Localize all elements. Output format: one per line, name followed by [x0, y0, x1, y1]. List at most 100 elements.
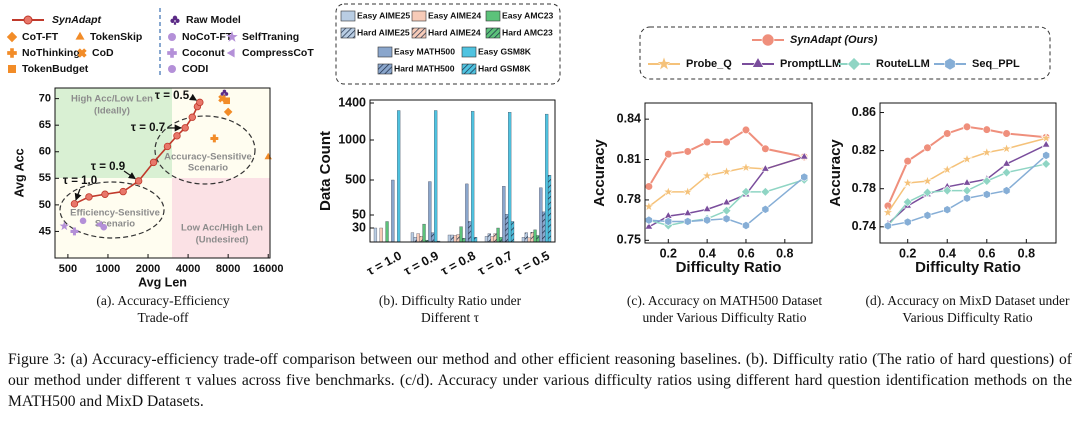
point [101, 190, 109, 198]
legend-label: Coconut [182, 47, 225, 59]
legend-label: CoT-FT [22, 31, 59, 43]
bar [422, 223, 426, 243]
point [223, 107, 233, 117]
legend-label: Easy GSM8K [478, 46, 532, 56]
undesired-region [172, 178, 270, 258]
legend-label: CODI [182, 63, 208, 75]
point [85, 193, 93, 201]
region-label: (Ideally) [94, 106, 130, 117]
point [223, 97, 230, 105]
point [761, 204, 770, 214]
point [722, 197, 731, 206]
x-axis-label: Difficulty Ratio [915, 259, 1021, 276]
legend-swatch [340, 27, 356, 39]
point [721, 205, 732, 216]
point [923, 210, 932, 220]
annotation-arrow [123, 170, 136, 180]
legend-swatch [377, 63, 393, 75]
annotation: τ = 1.0 [63, 175, 97, 187]
x-axis-label: Avg Len [138, 275, 187, 289]
bar [468, 221, 472, 243]
legend-swatch [461, 46, 477, 58]
legend-marker [23, 15, 33, 25]
scenario-ellipse [59, 181, 165, 239]
point [882, 206, 894, 218]
bar [453, 235, 457, 243]
point [79, 217, 87, 225]
legend-marker [226, 48, 235, 58]
bar [379, 227, 383, 243]
legend-swatch [485, 27, 501, 39]
legend-marker [656, 55, 672, 71]
y-tick-label: 0.84 [617, 111, 641, 125]
bar [473, 237, 478, 243]
point [701, 169, 713, 181]
point [760, 187, 771, 197]
point [1041, 159, 1051, 169]
point [119, 187, 127, 196]
x-tick-label: 1000 [96, 263, 120, 275]
legend-marker [168, 33, 176, 41]
legend-label: TokenBudget [22, 63, 89, 75]
bar [493, 233, 497, 243]
point [981, 146, 993, 158]
legend-label: Easy MATH500 [394, 46, 455, 56]
x-tick-label: 0.4 [939, 246, 956, 260]
subcaption: (c). Accuracy on MATH500 Dataset under V… [626, 293, 823, 325]
x-tick-label: 0.4 [698, 246, 715, 260]
x-tick-label: τ = 1.0 [364, 248, 403, 278]
legend-label: Probe_Q [686, 58, 732, 70]
point [922, 187, 933, 198]
point [70, 200, 79, 208]
y-tick-label: 0.78 [617, 192, 641, 206]
point [134, 177, 143, 185]
y-tick-label: 0.78 [852, 181, 876, 195]
bar [471, 111, 475, 243]
y-tick-label: 0.86 [852, 105, 876, 119]
point [800, 172, 809, 182]
bar [533, 229, 537, 243]
x-tick-label: 500 [59, 263, 77, 275]
bar [450, 234, 454, 243]
y-tick-label: 1000 [338, 132, 366, 146]
x-tick-label: τ = 0.5 [512, 248, 551, 278]
figure-caption: Figure 3: (a) Accuracy-efficiency trade-… [8, 351, 1072, 410]
point [722, 137, 731, 147]
y-axis-label: Avg Acc [12, 148, 26, 197]
y-tick-label: 60 [39, 146, 51, 158]
point [982, 125, 991, 134]
legend-label: RouteLLM [876, 58, 930, 70]
legend-marker [847, 57, 861, 71]
bar [496, 227, 500, 243]
point [644, 182, 653, 191]
bar [397, 110, 401, 243]
legend-swatch [340, 10, 356, 22]
point [95, 220, 103, 229]
y-axis-label: Data Count [317, 131, 334, 211]
region-label: (Undesired) [196, 235, 249, 246]
x-tick-label: 0.2 [899, 246, 916, 260]
point [722, 214, 731, 224]
bar [539, 187, 543, 243]
y-tick-label: 55 [39, 172, 51, 184]
point [742, 221, 750, 230]
point [662, 185, 675, 197]
legend-marker [226, 31, 238, 42]
y-tick-label: 0.74 [852, 219, 876, 233]
point [1002, 186, 1011, 196]
series-line [887, 144, 1047, 225]
bar [542, 211, 546, 243]
plot-frame [369, 99, 556, 243]
x-axis-label: Difficulty Ratio [676, 259, 782, 276]
figure: 500 1000 2000 4000 8000 16000 45 50 55 60 65 70 Avg … [6, 3, 1057, 289]
bar [484, 236, 489, 243]
legend-swatch [411, 27, 427, 39]
bar [545, 113, 549, 243]
bar [499, 237, 503, 243]
legend-marker [6, 31, 18, 43]
point [196, 98, 204, 106]
point [902, 197, 913, 207]
series-line [648, 156, 805, 228]
bar [530, 232, 534, 243]
legend-swatch [377, 46, 393, 58]
